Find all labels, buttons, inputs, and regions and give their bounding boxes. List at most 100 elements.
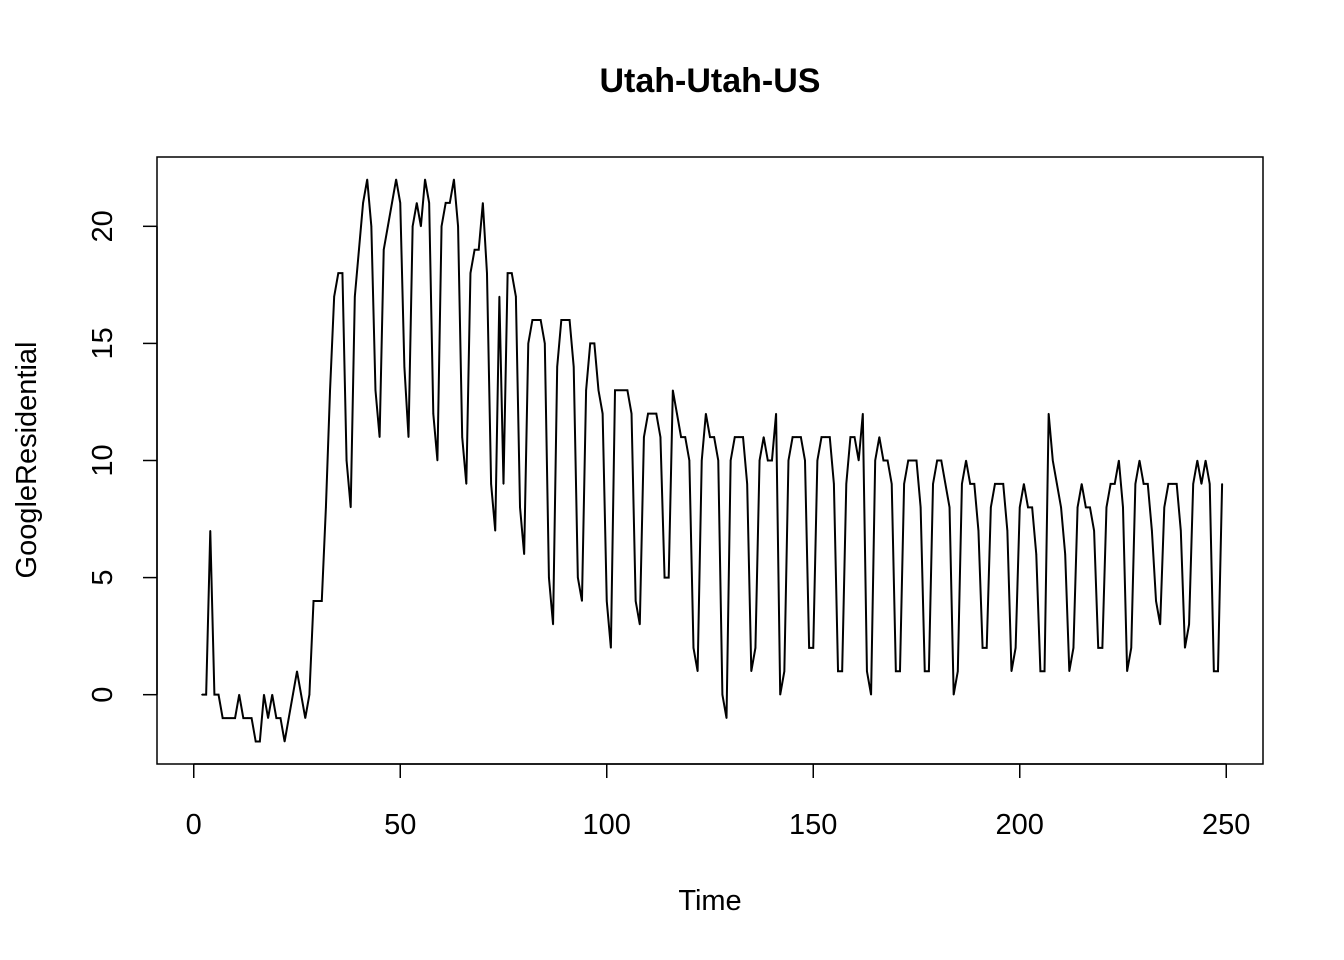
data-point <box>709 436 711 438</box>
data-point <box>1200 483 1203 485</box>
x-tick-label: 150 <box>789 809 837 841</box>
x-tick-label: 0 <box>186 809 202 841</box>
data-point <box>226 717 228 719</box>
data-point <box>630 412 633 415</box>
data-point <box>820 436 823 438</box>
data-point <box>552 623 554 626</box>
data-point <box>857 459 860 462</box>
data-point <box>581 600 583 602</box>
data-point <box>634 600 637 602</box>
data-point <box>886 459 889 462</box>
data-point <box>928 670 930 673</box>
data-point <box>808 647 810 649</box>
data-point <box>758 459 761 462</box>
data-point <box>705 412 707 415</box>
data-point <box>721 693 724 696</box>
data-point <box>973 483 976 485</box>
data-point <box>531 319 534 321</box>
data-point <box>994 483 996 485</box>
data-point <box>824 436 827 438</box>
data-point <box>1122 506 1124 509</box>
data-point <box>382 248 385 251</box>
data-point <box>738 436 740 438</box>
data-point <box>605 600 608 602</box>
data-point <box>593 342 596 345</box>
data-point <box>680 436 682 438</box>
data-point <box>618 389 620 392</box>
data-point <box>523 553 525 555</box>
data-point <box>762 436 765 438</box>
data-point <box>337 272 340 274</box>
data-point <box>1213 670 1215 673</box>
data-point <box>320 600 323 602</box>
data-point <box>700 459 703 462</box>
data-point <box>519 506 521 509</box>
data-point <box>263 693 265 696</box>
data-point <box>399 202 402 204</box>
data-point <box>816 459 819 462</box>
data-point <box>952 693 955 696</box>
data-point <box>733 436 736 438</box>
data-point <box>1051 459 1054 462</box>
y-axis: 0 5 10 15 20 <box>87 210 158 703</box>
data-point <box>862 412 864 415</box>
data-point <box>899 670 901 673</box>
data-point <box>1159 623 1161 626</box>
data-point <box>638 623 641 626</box>
data-point <box>510 272 513 274</box>
data-point <box>1208 483 1211 485</box>
data-point <box>998 483 1000 485</box>
data-point <box>874 459 876 462</box>
data-point <box>1192 483 1194 485</box>
data-point <box>626 389 629 392</box>
data-point <box>407 436 410 438</box>
data-point <box>362 202 364 204</box>
data-point <box>725 717 728 719</box>
data-point <box>1047 412 1050 415</box>
data-point <box>209 529 212 532</box>
data-point <box>1130 647 1133 649</box>
data-point <box>1101 647 1104 649</box>
data-point <box>217 693 220 696</box>
data-point <box>568 319 571 321</box>
data-point <box>841 670 843 673</box>
data-point <box>651 412 653 415</box>
data-point <box>1018 506 1021 509</box>
data-point <box>564 319 567 321</box>
data-point <box>1031 506 1033 509</box>
data-point <box>985 647 988 649</box>
data-point <box>502 483 505 485</box>
data-point <box>1126 670 1128 673</box>
data-point <box>754 647 757 649</box>
data-point <box>915 459 918 462</box>
data-point <box>1035 553 1038 555</box>
data-point <box>812 647 815 649</box>
data-point <box>1167 483 1170 485</box>
data-point <box>969 483 971 485</box>
data-point <box>444 202 447 204</box>
data-point <box>729 459 732 462</box>
data-point <box>944 483 947 485</box>
data-point <box>1072 647 1075 649</box>
x-axis-title: Time <box>678 885 741 917</box>
data-point <box>254 740 257 743</box>
data-point <box>1097 647 1100 649</box>
data-point <box>420 225 422 228</box>
data-point <box>1217 670 1219 673</box>
data-point <box>308 693 311 696</box>
data-point <box>457 225 459 228</box>
data-point <box>465 483 468 485</box>
data-point <box>296 670 298 673</box>
data-point <box>1093 529 1095 532</box>
x-axis: 0 50 100 150 200 250 <box>186 763 1250 841</box>
data-point <box>1118 459 1120 462</box>
data-point <box>213 693 216 696</box>
data-point <box>771 459 773 462</box>
data-point <box>1080 483 1083 485</box>
data-point <box>833 483 835 485</box>
data-point <box>267 717 269 719</box>
y-tick-label: 0 <box>87 687 119 703</box>
data-point <box>977 529 980 532</box>
x-tick-label: 200 <box>996 809 1044 841</box>
